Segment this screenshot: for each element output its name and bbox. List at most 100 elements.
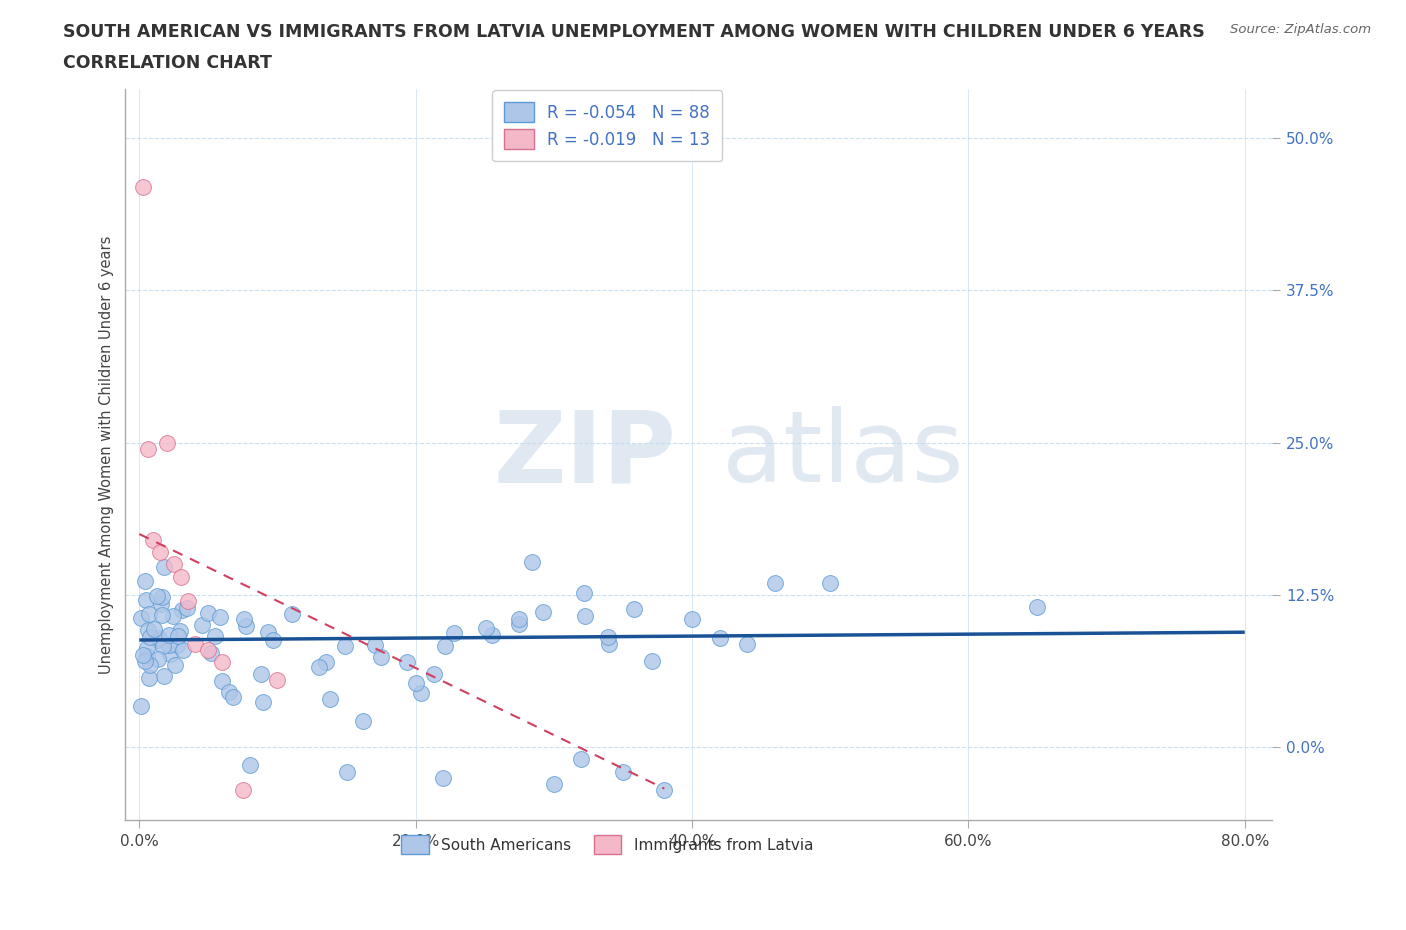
Point bbox=[423, 666, 446, 681]
Point bbox=[208, 610, 231, 625]
Point bbox=[232, 612, 254, 627]
Point bbox=[735, 636, 758, 651]
Point bbox=[308, 659, 330, 674]
Point bbox=[150, 608, 173, 623]
Point bbox=[129, 610, 152, 625]
Point bbox=[200, 645, 222, 660]
Point bbox=[257, 625, 280, 640]
Point bbox=[432, 770, 454, 785]
Point bbox=[163, 557, 186, 572]
Point bbox=[138, 607, 160, 622]
Point bbox=[134, 574, 156, 589]
Point bbox=[170, 569, 193, 584]
Point bbox=[197, 643, 219, 658]
Point bbox=[146, 651, 169, 666]
Point bbox=[508, 612, 530, 627]
Point bbox=[335, 639, 357, 654]
Point bbox=[364, 637, 387, 652]
Point bbox=[135, 649, 157, 664]
Point bbox=[157, 637, 180, 652]
Point bbox=[262, 633, 284, 648]
Point bbox=[142, 622, 165, 637]
Point bbox=[235, 618, 257, 633]
Point bbox=[335, 764, 357, 779]
Text: Source: ZipAtlas.com: Source: ZipAtlas.com bbox=[1230, 23, 1371, 36]
Point bbox=[405, 675, 427, 690]
Point bbox=[132, 647, 155, 662]
Point bbox=[763, 576, 786, 591]
Point bbox=[352, 713, 374, 728]
Point bbox=[612, 764, 634, 779]
Point bbox=[146, 589, 169, 604]
Point bbox=[266, 672, 288, 687]
Point bbox=[157, 628, 180, 643]
Point bbox=[409, 686, 432, 701]
Point bbox=[134, 654, 156, 669]
Point bbox=[218, 684, 240, 699]
Point bbox=[167, 629, 190, 644]
Point bbox=[370, 649, 392, 664]
Point bbox=[139, 630, 162, 644]
Point bbox=[443, 626, 465, 641]
Point bbox=[146, 632, 169, 647]
Point bbox=[191, 618, 214, 632]
Point bbox=[136, 622, 159, 637]
Point bbox=[204, 629, 226, 644]
Point bbox=[166, 638, 188, 653]
Y-axis label: Unemployment Among Women with Children Under 6 years: Unemployment Among Women with Children U… bbox=[100, 235, 114, 674]
Point bbox=[165, 658, 187, 672]
Point bbox=[211, 655, 233, 670]
Point bbox=[232, 782, 254, 797]
Legend: South Americans, Immigrants from Latvia: South Americans, Immigrants from Latvia bbox=[395, 830, 820, 860]
Point bbox=[197, 606, 219, 621]
Point bbox=[150, 590, 173, 604]
Point bbox=[176, 593, 198, 608]
Point bbox=[640, 654, 662, 669]
Point bbox=[709, 631, 731, 645]
Point bbox=[148, 631, 170, 645]
Text: CORRELATION CHART: CORRELATION CHART bbox=[63, 54, 273, 72]
Point bbox=[1026, 600, 1049, 615]
Point bbox=[152, 669, 174, 684]
Point bbox=[135, 592, 157, 607]
Point bbox=[818, 576, 841, 591]
Point bbox=[139, 658, 162, 672]
Point bbox=[132, 179, 155, 194]
Point bbox=[531, 604, 554, 619]
Text: ZIP: ZIP bbox=[494, 406, 676, 503]
Point bbox=[149, 545, 172, 560]
Point bbox=[654, 782, 676, 797]
Point bbox=[136, 442, 159, 457]
Point bbox=[153, 560, 176, 575]
Point bbox=[129, 699, 152, 714]
Point bbox=[434, 639, 457, 654]
Point bbox=[481, 628, 503, 643]
Point bbox=[169, 624, 191, 639]
Point bbox=[520, 555, 543, 570]
Point bbox=[162, 609, 184, 624]
Point bbox=[252, 695, 274, 710]
Point bbox=[315, 655, 337, 670]
Point bbox=[281, 606, 304, 621]
Point bbox=[574, 608, 596, 623]
Text: SOUTH AMERICAN VS IMMIGRANTS FROM LATVIA UNEMPLOYMENT AMONG WOMEN WITH CHILDREN : SOUTH AMERICAN VS IMMIGRANTS FROM LATVIA… bbox=[63, 23, 1205, 41]
Text: atlas: atlas bbox=[721, 406, 963, 503]
Point bbox=[239, 758, 262, 773]
Point bbox=[222, 689, 245, 704]
Point bbox=[598, 637, 620, 652]
Point bbox=[571, 752, 593, 767]
Point bbox=[156, 435, 179, 450]
Point bbox=[159, 647, 181, 662]
Point bbox=[475, 620, 498, 635]
Point bbox=[211, 674, 233, 689]
Point bbox=[172, 603, 194, 618]
Point bbox=[395, 655, 418, 670]
Point bbox=[681, 612, 703, 627]
Point bbox=[172, 642, 194, 657]
Point bbox=[508, 617, 530, 631]
Point bbox=[598, 629, 620, 644]
Point bbox=[250, 667, 273, 682]
Point bbox=[623, 602, 645, 617]
Point bbox=[136, 641, 159, 656]
Point bbox=[152, 638, 174, 653]
